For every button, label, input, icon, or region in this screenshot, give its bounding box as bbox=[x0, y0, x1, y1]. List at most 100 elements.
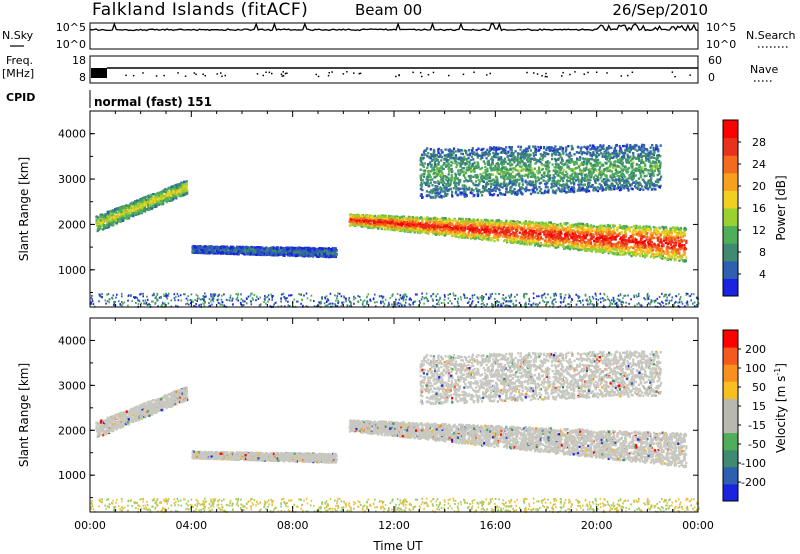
power-cell bbox=[179, 190, 181, 192]
nave-tick-top: 60 bbox=[708, 54, 722, 67]
power-cell bbox=[616, 230, 618, 232]
power-cell bbox=[679, 241, 681, 243]
nave-dot bbox=[133, 75, 135, 77]
power-cell bbox=[626, 228, 628, 230]
power-cell bbox=[276, 248, 278, 250]
power-cell bbox=[113, 214, 115, 216]
power-cell bbox=[295, 255, 297, 257]
power-cell bbox=[212, 246, 214, 248]
nave-dot bbox=[217, 73, 219, 75]
nave-dot bbox=[596, 72, 598, 74]
nave-dot bbox=[545, 73, 547, 75]
power-cell bbox=[123, 209, 125, 211]
power-cell bbox=[272, 254, 274, 256]
nsearch-tick-top: 10^5 bbox=[706, 21, 736, 34]
power-cell bbox=[593, 230, 595, 232]
power-cell bbox=[538, 233, 540, 235]
power-cell bbox=[152, 197, 154, 199]
power-cell bbox=[528, 234, 530, 236]
power-data-layer bbox=[90, 144, 699, 309]
power-cell bbox=[563, 223, 565, 225]
power-cell bbox=[223, 245, 225, 247]
power-cell bbox=[467, 226, 469, 228]
power-cell bbox=[325, 255, 327, 257]
nave-dot bbox=[281, 74, 283, 76]
power-cell bbox=[685, 256, 687, 258]
power-cell bbox=[632, 251, 634, 253]
power-cell bbox=[160, 200, 162, 202]
power-cell bbox=[220, 247, 222, 249]
power-cell bbox=[302, 247, 304, 249]
power-cell bbox=[650, 256, 652, 258]
power-cell bbox=[257, 252, 259, 254]
power-cell bbox=[307, 249, 309, 251]
power-cell bbox=[158, 194, 160, 196]
power-cell bbox=[605, 236, 607, 238]
nave-dot bbox=[541, 75, 543, 77]
beam-label: Beam 00 bbox=[355, 1, 422, 19]
power-cell bbox=[273, 252, 275, 254]
power-cell bbox=[540, 242, 542, 244]
power-cell bbox=[513, 220, 515, 222]
power-cell bbox=[305, 254, 307, 256]
power-cell bbox=[158, 192, 160, 194]
power-cell bbox=[646, 236, 648, 238]
power-cell bbox=[328, 247, 330, 249]
power-cell bbox=[634, 225, 636, 227]
power-cell bbox=[280, 247, 282, 249]
power-cell bbox=[168, 188, 170, 190]
nave-dot bbox=[606, 72, 608, 74]
power-cell bbox=[96, 215, 98, 217]
power-cell bbox=[105, 217, 107, 219]
power-cell bbox=[134, 212, 136, 214]
power-cell bbox=[134, 201, 136, 203]
power-cell bbox=[482, 221, 484, 223]
power-cell bbox=[124, 212, 126, 214]
power-cell bbox=[457, 221, 459, 223]
power-cell bbox=[238, 253, 240, 255]
nave-dot bbox=[286, 73, 288, 75]
power-cell bbox=[653, 232, 655, 234]
nave-dot bbox=[545, 76, 547, 78]
power-cell bbox=[513, 232, 515, 234]
freq-panel-frame bbox=[90, 56, 698, 83]
power-cell bbox=[172, 198, 174, 200]
power-cell bbox=[260, 253, 262, 255]
power-cell bbox=[289, 252, 291, 254]
power-cell bbox=[122, 220, 124, 222]
power-cell bbox=[313, 253, 315, 255]
power-cell bbox=[230, 252, 232, 254]
power-cell bbox=[230, 247, 232, 249]
power-cell bbox=[637, 248, 639, 250]
power-cell bbox=[99, 219, 101, 221]
nave-dot bbox=[225, 75, 227, 77]
power-cell bbox=[151, 207, 153, 209]
power-cell bbox=[591, 249, 593, 251]
power-cell bbox=[562, 227, 564, 229]
nave-dot bbox=[285, 73, 287, 75]
power-cell bbox=[574, 243, 576, 245]
power-cell bbox=[249, 253, 251, 255]
power-cell bbox=[147, 204, 149, 206]
nave-dot bbox=[205, 75, 207, 77]
power-cell bbox=[323, 253, 325, 255]
nave-dot bbox=[142, 72, 144, 74]
power-cell bbox=[587, 239, 589, 241]
power-cell bbox=[144, 196, 146, 198]
power-cell bbox=[283, 248, 285, 250]
nave-dot bbox=[674, 76, 676, 78]
power-cell bbox=[302, 250, 304, 252]
power-cell bbox=[550, 221, 552, 223]
power-cell bbox=[252, 248, 254, 250]
power-cell bbox=[140, 199, 142, 201]
power-cell bbox=[110, 216, 112, 218]
power-cell bbox=[257, 248, 259, 250]
power-cell bbox=[271, 247, 273, 249]
nave-dot bbox=[627, 75, 629, 77]
power-cell bbox=[186, 180, 188, 182]
power-cell bbox=[140, 211, 142, 213]
power-cell bbox=[666, 250, 668, 252]
power-cell bbox=[274, 254, 276, 256]
power-cell bbox=[128, 212, 130, 214]
